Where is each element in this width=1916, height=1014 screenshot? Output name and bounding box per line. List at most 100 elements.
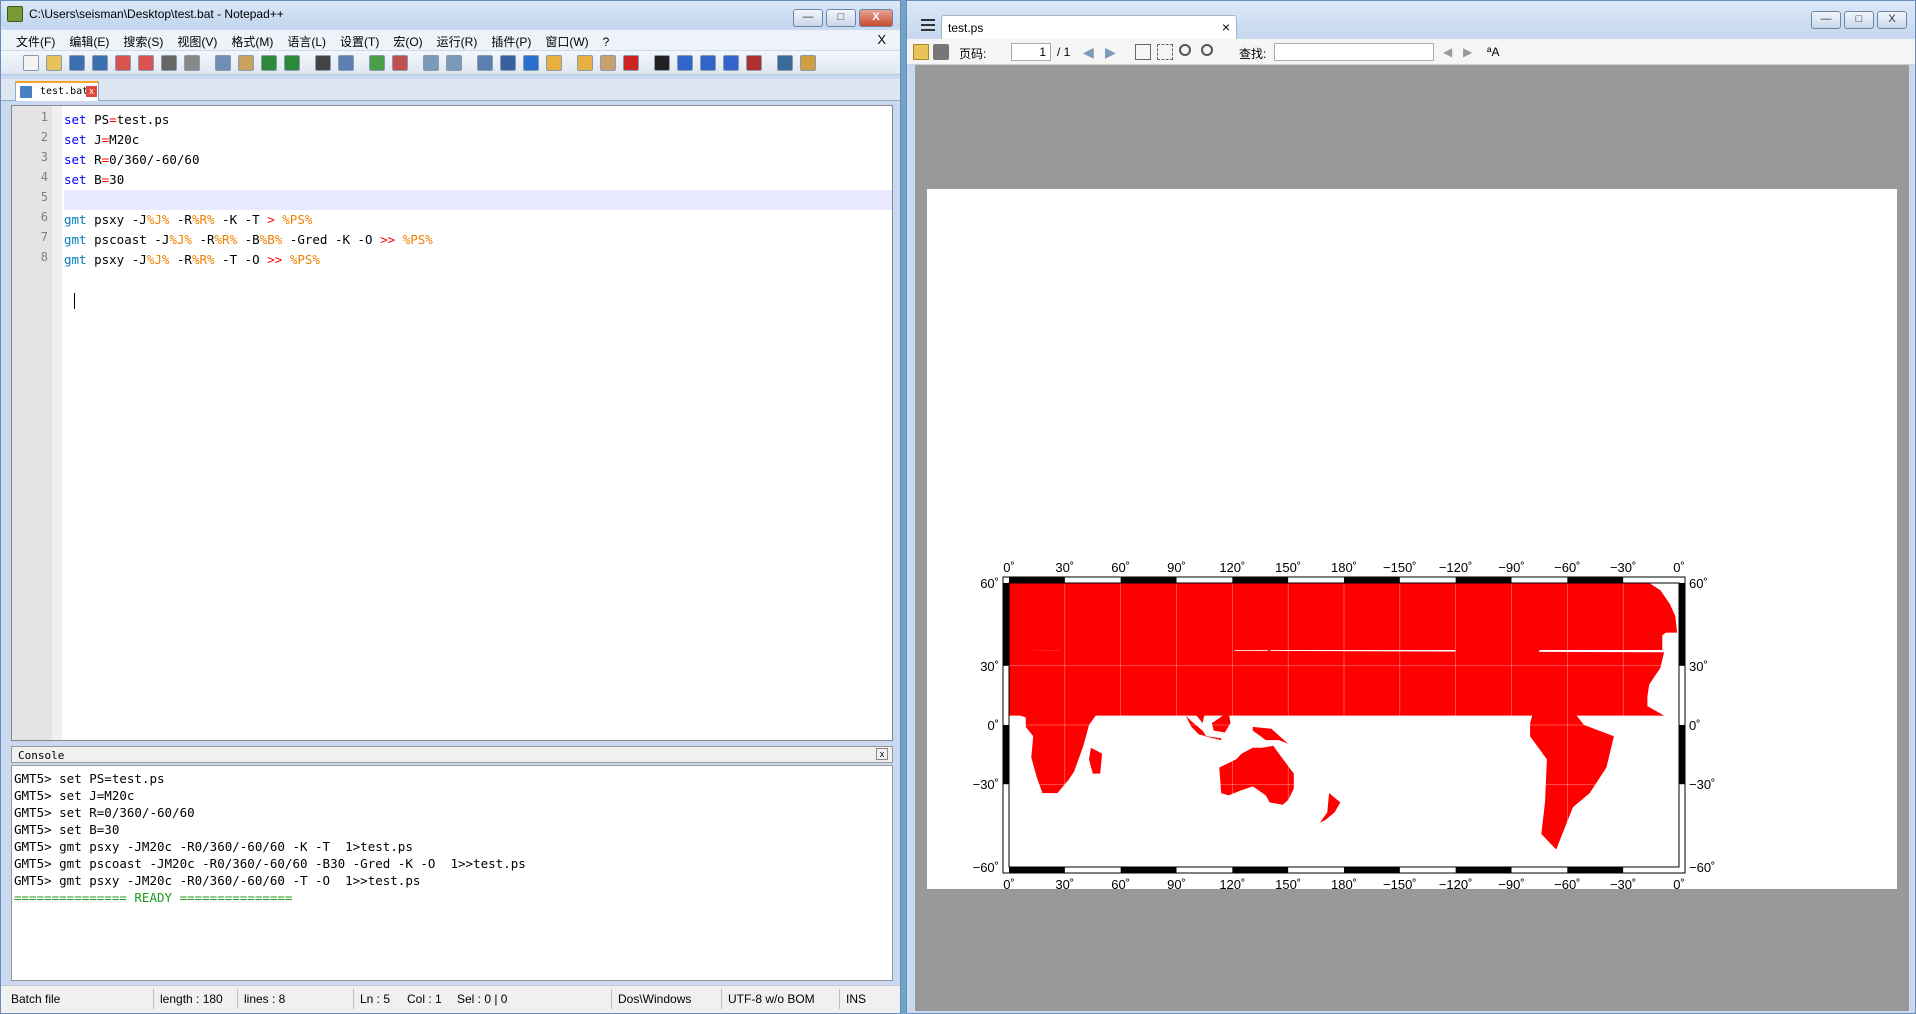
close-tab-icon[interactable]: x (86, 86, 97, 97)
match-case-icon[interactable]: ªA (1487, 45, 1500, 59)
document-canvas[interactable]: 0˚ 30˚ 60˚ 90˚ 120˚ 150˚ 180˚ −150˚ −120˚ −90˚ −60… (915, 65, 1909, 1011)
run-macro-multiple-icon[interactable] (700, 55, 716, 71)
code-line[interactable]: set PS=test.ps (64, 110, 892, 130)
save-all-icon[interactable] (92, 55, 108, 71)
code-token: %B% (259, 232, 283, 247)
indent-guide-icon[interactable] (523, 55, 539, 71)
code-line[interactable]: set R=0/360/-60/60 (64, 150, 892, 170)
page-number-input[interactable]: 1 (1011, 43, 1051, 61)
new-file-icon[interactable] (23, 55, 39, 71)
zoom-out-icon[interactable] (1179, 44, 1191, 56)
close-all-icon[interactable] (138, 55, 154, 71)
zoom-in-icon[interactable] (369, 55, 385, 71)
line-number-gutter: 1 2 3 4 5 6 7 8 (12, 106, 62, 740)
prev-page-icon[interactable]: ◀ (1083, 44, 1094, 60)
find-prev-icon[interactable]: ◀ (1443, 45, 1453, 59)
print-icon[interactable] (161, 55, 177, 71)
viewer-toolbar: 页码: 1 / 1 ◀ ▶ 查找: ◀ ▶ ªA (907, 39, 1915, 65)
fold-margin[interactable] (52, 106, 62, 740)
sync-v-icon[interactable] (423, 55, 439, 71)
viewer-minimize-button[interactable]: — (1811, 11, 1841, 29)
menu-item-10[interactable]: 窗口(W) (545, 35, 589, 49)
code-line[interactable]: set J=M20c (64, 130, 892, 150)
record-macro-icon[interactable] (623, 55, 639, 71)
folder-as-workspace-icon[interactable] (600, 55, 616, 71)
status-length: length : 180 (153, 989, 239, 1009)
plugin-icon[interactable] (800, 55, 816, 71)
console-close-icon[interactable]: x (876, 748, 888, 760)
menu-item-0[interactable]: 文件(F) (16, 35, 56, 49)
open-file-icon[interactable] (46, 55, 62, 71)
landmass-newguinea (1252, 726, 1289, 744)
code-token: M20c (109, 132, 140, 147)
find-icon[interactable] (315, 55, 331, 71)
viewer-tab-close-icon[interactable]: × (1221, 19, 1230, 35)
menu-item-11[interactable]: ? (602, 35, 610, 49)
document-tab-test-bat[interactable]: test.bat x (15, 81, 99, 101)
code-token: %R% (191, 212, 215, 227)
console-output[interactable]: GMT5> set PS=test.ps GMT5> set J=M20c GMT5… (11, 765, 893, 981)
word-wrap-icon[interactable] (477, 55, 493, 71)
lat-label-left: −60˚ (973, 860, 999, 875)
close-icon[interactable] (115, 55, 131, 71)
save-macro-icon[interactable] (723, 55, 739, 71)
zoom-in-icon[interactable] (1201, 44, 1213, 56)
print-icon[interactable] (933, 44, 949, 60)
viewer-tab-test-ps[interactable]: test.ps × (941, 15, 1237, 39)
frame-tick-left (1003, 725, 1009, 785)
landmass-borneo (1211, 711, 1231, 733)
menu-close-doc-button[interactable]: X (877, 32, 886, 47)
sync-h-icon[interactable] (446, 55, 462, 71)
save-icon[interactable] (69, 55, 85, 71)
lon-label-bottom: 0˚ (1003, 877, 1015, 889)
fit-width-icon[interactable] (1157, 44, 1173, 60)
show-all-chars-icon[interactable] (500, 55, 516, 71)
undo-icon[interactable] (261, 55, 277, 71)
copy-icon[interactable] (215, 55, 231, 71)
lon-label-bottom: −30˚ (1610, 877, 1636, 889)
menu-item-3[interactable]: 视图(V) (177, 35, 218, 49)
code-line[interactable]: gmt psxy -J%J% -R%R% -T -O >> %PS% (64, 250, 892, 270)
viewer-close-button[interactable]: X (1877, 11, 1907, 29)
open-file-icon[interactable] (913, 44, 929, 60)
minimize-button[interactable]: — (793, 9, 823, 27)
menu-item-8[interactable]: 运行(R) (436, 35, 478, 49)
menu-item-5[interactable]: 语言(L) (287, 35, 326, 49)
doc-map-icon[interactable] (546, 55, 562, 71)
landmass-westafrica (1009, 650, 1676, 716)
maximize-button[interactable]: □ (826, 9, 856, 27)
viewer-maximize-button[interactable]: □ (1844, 11, 1874, 29)
paste-icon[interactable] (238, 55, 254, 71)
play-macro-icon[interactable] (677, 55, 693, 71)
function-list-icon[interactable] (577, 55, 593, 71)
code-line[interactable] (64, 190, 892, 210)
redo-icon[interactable] (284, 55, 300, 71)
menu-item-9[interactable]: 插件(P) (491, 35, 532, 49)
cut-icon[interactable] (184, 55, 200, 71)
code-token: = (101, 132, 110, 147)
fit-page-icon[interactable] (1135, 44, 1151, 60)
lon-label-bottom: −150˚ (1383, 877, 1417, 889)
menu-item-1[interactable]: 编辑(E) (69, 35, 110, 49)
find-input[interactable] (1274, 43, 1434, 61)
code-line[interactable]: gmt pscoast -J%J% -R%R% -B%B% -Gred -K -… (64, 230, 892, 250)
viewer-titlebar[interactable]: test.ps × — □ X (907, 1, 1915, 39)
close-button[interactable]: X (859, 9, 893, 27)
code-line[interactable]: gmt psxy -J%J% -R%R% -K -T > %PS% (64, 210, 892, 230)
code-line[interactable]: set B=30 (64, 170, 892, 190)
zoom-out-icon[interactable] (392, 55, 408, 71)
code-token: test.ps (116, 112, 170, 127)
menu-item-7[interactable]: 宏(O) (393, 35, 423, 49)
menu-item-4[interactable]: 格式(M) (231, 35, 274, 49)
npp-titlebar[interactable]: C:\Users\seisman\Desktop\test.bat - Note… (1, 1, 900, 27)
menu-item-6[interactable]: 设置(T) (340, 35, 380, 49)
menu-item-2[interactable]: 搜索(S) (123, 35, 164, 49)
stop-macro-icon[interactable] (654, 55, 670, 71)
console-toggle-icon[interactable] (777, 55, 793, 71)
replace-icon[interactable] (338, 55, 354, 71)
next-page-icon[interactable]: ▶ (1105, 44, 1116, 60)
hamburger-menu-icon[interactable] (921, 19, 935, 31)
find-next-icon[interactable]: ▶ (1463, 45, 1473, 59)
spell-check-icon[interactable] (746, 55, 762, 71)
